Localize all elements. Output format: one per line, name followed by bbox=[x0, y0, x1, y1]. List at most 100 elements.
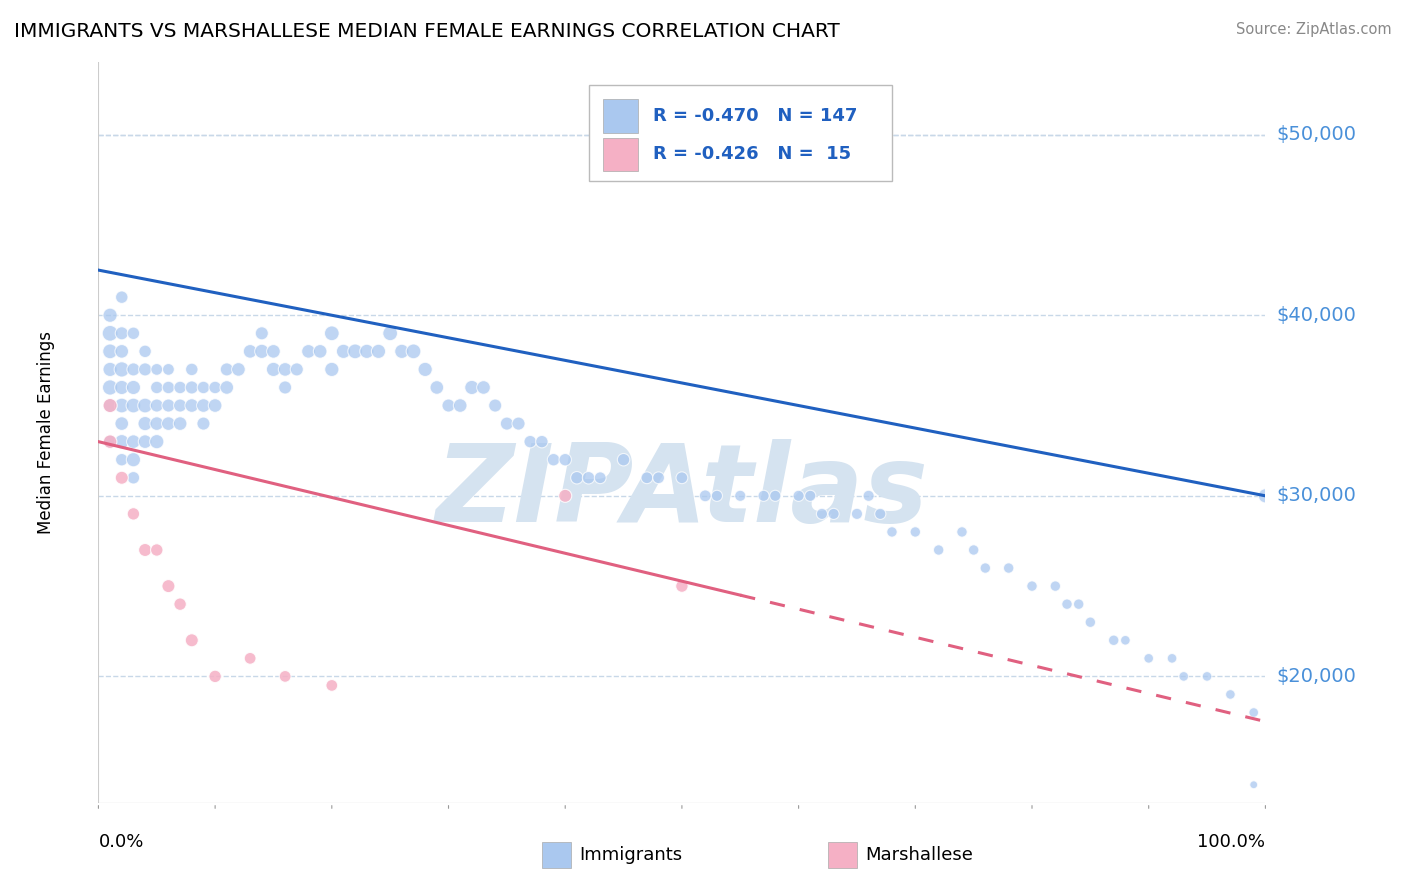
Point bbox=[1114, 633, 1136, 648]
Point bbox=[1197, 669, 1219, 683]
Point bbox=[204, 669, 226, 683]
Point bbox=[880, 524, 903, 539]
Point bbox=[811, 507, 834, 521]
Point bbox=[111, 399, 134, 413]
Point bbox=[321, 362, 343, 376]
Point bbox=[157, 362, 180, 376]
Point bbox=[111, 344, 134, 359]
Point bbox=[997, 561, 1019, 575]
Point bbox=[858, 489, 880, 503]
Point bbox=[122, 434, 145, 449]
FancyBboxPatch shape bbox=[828, 842, 858, 868]
Point bbox=[122, 399, 145, 413]
Point bbox=[449, 399, 471, 413]
Point bbox=[134, 399, 156, 413]
Point bbox=[169, 417, 191, 431]
Point bbox=[111, 362, 134, 376]
Point bbox=[204, 399, 226, 413]
Point bbox=[1056, 597, 1078, 611]
Point bbox=[1080, 615, 1102, 630]
Point bbox=[321, 678, 343, 692]
Point bbox=[274, 669, 297, 683]
Point bbox=[111, 417, 134, 431]
Point bbox=[730, 489, 752, 503]
Point bbox=[262, 362, 284, 376]
Point bbox=[274, 380, 297, 394]
Point bbox=[321, 326, 343, 341]
Point bbox=[695, 489, 717, 503]
Point bbox=[180, 362, 202, 376]
Text: R = -0.470   N = 147: R = -0.470 N = 147 bbox=[652, 107, 858, 125]
Point bbox=[1161, 651, 1184, 665]
Point bbox=[134, 417, 156, 431]
FancyBboxPatch shape bbox=[603, 99, 637, 133]
Point bbox=[763, 489, 786, 503]
Point bbox=[169, 380, 191, 394]
Point bbox=[962, 543, 984, 558]
Point bbox=[122, 507, 145, 521]
Point bbox=[1173, 669, 1195, 683]
Point bbox=[647, 471, 669, 485]
Point bbox=[309, 344, 332, 359]
Point bbox=[193, 380, 215, 394]
Point bbox=[98, 308, 121, 322]
Point bbox=[169, 399, 191, 413]
Point bbox=[519, 434, 541, 449]
Point bbox=[98, 380, 121, 394]
Point bbox=[671, 579, 693, 593]
Point bbox=[356, 344, 378, 359]
Point bbox=[134, 344, 156, 359]
Point bbox=[904, 524, 927, 539]
Point bbox=[146, 417, 169, 431]
Point bbox=[612, 452, 634, 467]
Point bbox=[413, 362, 436, 376]
Point bbox=[846, 507, 869, 521]
Point bbox=[98, 434, 121, 449]
Point bbox=[122, 380, 145, 394]
Point bbox=[426, 380, 449, 394]
Point bbox=[530, 434, 553, 449]
Point bbox=[146, 434, 169, 449]
Point bbox=[928, 543, 950, 558]
Point bbox=[180, 633, 202, 648]
Point bbox=[111, 326, 134, 341]
Point bbox=[157, 417, 180, 431]
Point bbox=[122, 471, 145, 485]
Point bbox=[250, 326, 273, 341]
FancyBboxPatch shape bbox=[603, 138, 637, 171]
Point bbox=[508, 417, 530, 431]
Point bbox=[98, 326, 121, 341]
Point bbox=[98, 434, 121, 449]
Point bbox=[671, 471, 693, 485]
Point bbox=[157, 399, 180, 413]
Point bbox=[239, 344, 262, 359]
Point bbox=[437, 399, 460, 413]
Point bbox=[461, 380, 484, 394]
Point bbox=[391, 344, 413, 359]
Point bbox=[496, 417, 519, 431]
FancyBboxPatch shape bbox=[589, 85, 891, 181]
Point bbox=[1243, 778, 1265, 792]
Point bbox=[565, 471, 588, 485]
Point bbox=[823, 507, 845, 521]
Point bbox=[111, 380, 134, 394]
Point bbox=[1067, 597, 1090, 611]
Point bbox=[98, 399, 121, 413]
Point bbox=[1243, 706, 1265, 720]
Point bbox=[98, 399, 121, 413]
Point bbox=[869, 507, 891, 521]
Point bbox=[1137, 651, 1160, 665]
Point bbox=[250, 344, 273, 359]
Text: $50,000: $50,000 bbox=[1277, 125, 1357, 145]
Point bbox=[193, 417, 215, 431]
Text: ZIPAtlas: ZIPAtlas bbox=[436, 439, 928, 545]
Point bbox=[157, 380, 180, 394]
Text: $30,000: $30,000 bbox=[1277, 486, 1357, 506]
Point bbox=[111, 434, 134, 449]
Text: Immigrants: Immigrants bbox=[579, 846, 682, 863]
Point bbox=[180, 380, 202, 394]
Point bbox=[484, 399, 506, 413]
Point bbox=[706, 489, 728, 503]
Point bbox=[146, 380, 169, 394]
Point bbox=[122, 326, 145, 341]
